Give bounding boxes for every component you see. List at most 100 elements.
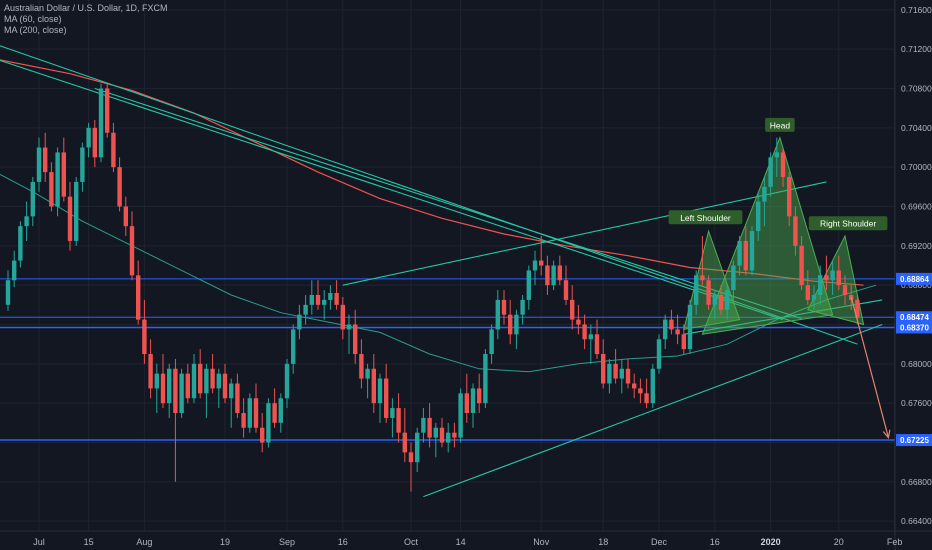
candle-body — [613, 363, 618, 379]
time-axis-tick: 2020 — [761, 537, 781, 547]
candle-body — [74, 181, 79, 241]
time-axis-tick: Oct — [404, 537, 419, 547]
candle-body — [588, 334, 593, 340]
trendline — [0, 45, 858, 345]
symbol-title[interactable]: Australian Dollar / U.S. Dollar, 1D, FXC… — [4, 3, 168, 13]
candle-body — [98, 88, 104, 158]
candle-body — [706, 280, 711, 305]
candle-body — [334, 293, 339, 305]
candle-body — [272, 403, 277, 423]
candle-body — [743, 240, 748, 271]
price-tag: 0.68370 — [900, 323, 929, 332]
candle-body — [204, 368, 209, 394]
pattern-label-bg — [668, 210, 743, 225]
candle-body — [830, 270, 835, 281]
candle-body — [731, 265, 736, 291]
candle-body — [12, 260, 17, 281]
candle-body — [483, 354, 488, 404]
candle-body — [415, 432, 420, 463]
candle-body — [297, 314, 302, 330]
candle-body — [489, 329, 494, 354]
candle-body — [36, 147, 42, 182]
candle-body — [632, 383, 637, 389]
price-axis-tick: 0.69600 — [901, 202, 932, 212]
candle-body — [61, 152, 66, 197]
projection-arrow-head — [882, 429, 891, 439]
candle-body — [210, 368, 215, 389]
candle-body — [384, 378, 389, 418]
candle-body — [241, 413, 246, 428]
price-tag-bg — [896, 321, 932, 334]
price-tag-bg — [896, 272, 932, 285]
candle-body — [421, 417, 426, 433]
candle-body — [470, 388, 476, 413]
plot-area: Left Shoulder Head Right Shoulder — [0, 0, 895, 531]
candle-body — [656, 339, 662, 369]
candle-body — [49, 172, 54, 207]
candle-body — [86, 127, 91, 148]
candle-body — [563, 280, 569, 300]
candle-body — [681, 334, 686, 350]
candle-body — [148, 354, 153, 389]
candle-body — [718, 295, 724, 310]
candle-body — [80, 147, 85, 182]
price-axis-tick: 0.70800 — [901, 84, 932, 94]
chart-legend: Australian Dollar / U.S. Dollar, 1D, FXC… — [4, 3, 168, 36]
candle-body — [532, 260, 538, 271]
time-axis-tick: Sep — [279, 537, 295, 547]
candle-body — [105, 88, 110, 133]
candle-body — [43, 147, 48, 173]
candle-body — [625, 368, 631, 384]
price-tag-bg — [896, 434, 932, 447]
candle-body — [787, 177, 792, 217]
trendline — [342, 181, 827, 286]
candle-body — [117, 167, 122, 207]
candle-body — [266, 403, 271, 443]
candle-body — [520, 299, 525, 315]
candle-body — [129, 226, 135, 276]
candle-body — [619, 368, 624, 379]
price-axis-tick: 0.68000 — [901, 359, 932, 369]
candle-body — [638, 388, 643, 394]
candle-body — [495, 299, 500, 330]
price-tag: 0.68474 — [900, 313, 929, 322]
candle-body — [154, 373, 159, 389]
candle-body — [284, 363, 290, 399]
price-axis-tick: 0.67600 — [901, 398, 932, 408]
candle-body — [452, 432, 457, 438]
time-axis-tick: 19 — [220, 537, 230, 547]
candle-body — [805, 285, 810, 300]
time-axis-tick: Nov — [533, 537, 550, 547]
candle-body — [737, 240, 742, 266]
candle-body — [55, 152, 60, 207]
ma-fast-legend[interactable]: MA (60, close) — [4, 14, 62, 24]
candle-body — [526, 270, 531, 300]
candle-body — [774, 152, 779, 158]
candle-body — [725, 290, 730, 310]
candle-body — [136, 275, 141, 320]
trendline — [683, 299, 883, 335]
candle-body — [824, 275, 829, 281]
candle-body — [501, 299, 507, 315]
candle-body — [173, 368, 178, 413]
candle-body — [694, 275, 699, 305]
price-axis-tick: 0.68800 — [901, 280, 932, 290]
price-tag: 0.67225 — [900, 436, 929, 445]
time-axis-tick: 16 — [710, 537, 720, 547]
candle-body — [464, 393, 469, 413]
candle-body — [309, 295, 314, 305]
ma-slow-legend[interactable]: MA (200, close) — [4, 25, 67, 35]
candle-body — [67, 196, 73, 241]
price-axis-tick: 0.71200 — [901, 44, 932, 54]
candle-body — [768, 157, 773, 187]
pattern-label: Head — [770, 120, 791, 130]
pattern-label-bg — [808, 216, 888, 231]
price-tag: 0.68864 — [900, 275, 929, 284]
candle-body — [353, 324, 358, 354]
candle-body — [427, 417, 432, 438]
candle-body — [842, 285, 848, 295]
candle-body — [756, 201, 761, 232]
